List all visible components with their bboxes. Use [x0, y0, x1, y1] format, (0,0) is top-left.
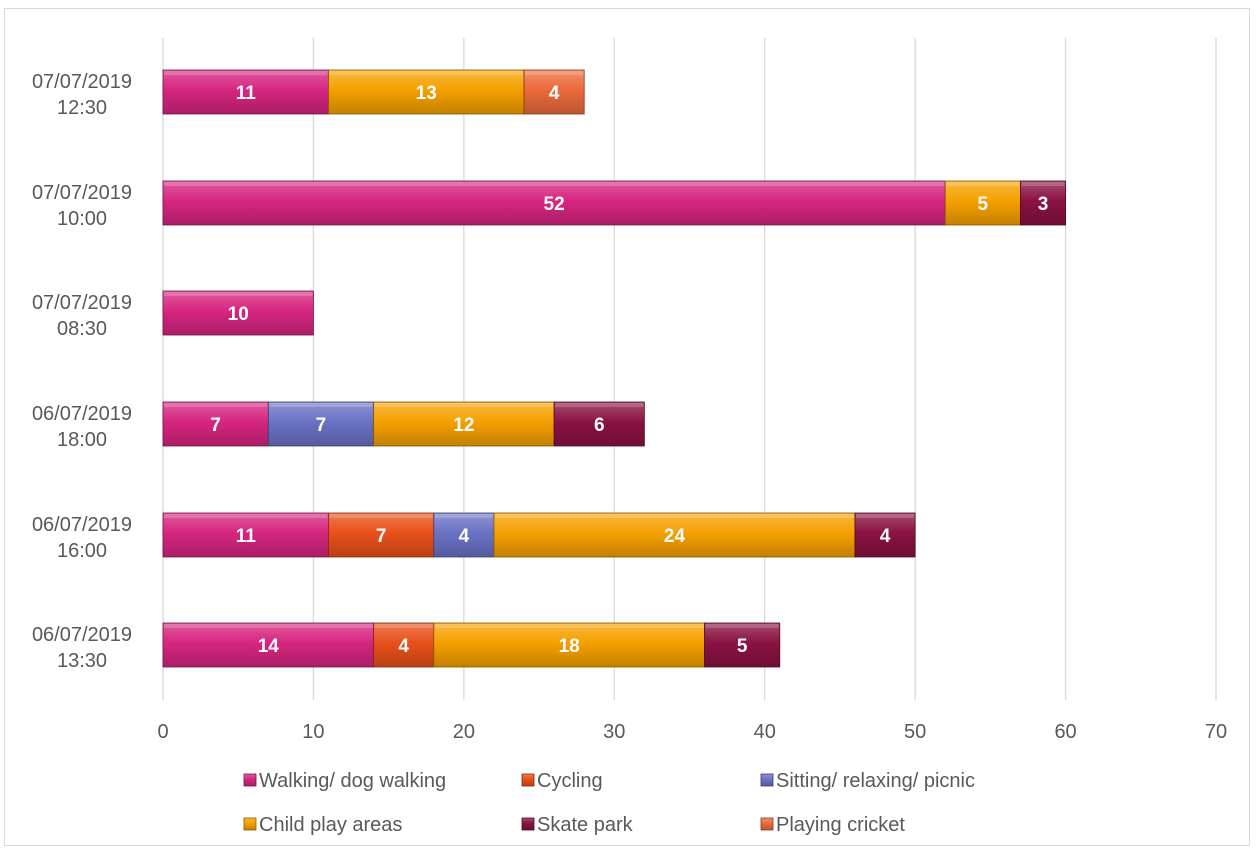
category-label: 07/07/2019 12:30	[32, 71, 132, 119]
legend-swatch	[243, 773, 257, 787]
bar-highlight	[164, 514, 328, 518]
data-label: 4	[398, 636, 409, 657]
bar-highlight	[164, 403, 268, 407]
legend-swatch	[243, 817, 257, 831]
bar-highlight	[164, 624, 373, 628]
bar-highlight	[434, 624, 704, 628]
data-label: 4	[549, 83, 560, 104]
legend-swatch	[760, 773, 774, 787]
bar-highlight	[164, 182, 945, 186]
legend-label: Skate park	[537, 814, 634, 836]
bar-highlight	[855, 514, 915, 518]
bar-highlight	[434, 514, 493, 518]
bars	[162, 69, 1066, 668]
category-label: 06/07/2019 16:00	[32, 514, 132, 562]
bar-segment	[267, 401, 374, 447]
legend-label: Cycling	[537, 770, 603, 792]
bar-highlight	[705, 624, 779, 628]
bar-segment	[433, 512, 495, 558]
data-label: 11	[236, 83, 257, 104]
legend-swatch	[760, 817, 774, 831]
bar-highlight	[525, 71, 584, 75]
data-label: 5	[978, 194, 989, 215]
bar-highlight	[374, 624, 433, 628]
legend-label: Playing cricket	[776, 814, 905, 836]
bar-highlight	[555, 403, 644, 407]
legend-label: Child play areas	[259, 814, 402, 836]
data-label: 3	[1038, 194, 1049, 215]
legend-label: Walking/ dog walking	[259, 770, 446, 792]
legend: Walking/ dog walking Cycling Sitting/ rela…	[243, 770, 975, 836]
bar-segment	[944, 180, 1021, 226]
data-label: 24	[664, 526, 686, 547]
data-label: 7	[210, 415, 221, 436]
data-label: 11	[236, 526, 257, 547]
x-tick-label: 50	[904, 721, 926, 743]
bar-segment	[162, 290, 314, 336]
legend-swatch	[521, 817, 535, 831]
bar-segment	[523, 69, 585, 115]
category-axis: 07/07/2019 12:30 07/07/2019 10:00 07/07/2019…	[32, 71, 132, 672]
bar-highlight	[946, 182, 1020, 186]
bar-segment	[1020, 180, 1066, 226]
data-label: 12	[453, 415, 474, 436]
gridlines	[162, 38, 1217, 700]
data-label: 4	[880, 526, 891, 547]
data-labels: 11 13 4 52 5 3 10 7 7 12 6 11 7 4 24 4 14 4 18 5	[210, 83, 1048, 657]
bar-segment	[493, 512, 856, 558]
x-tick-label: 20	[453, 721, 475, 743]
bar-segment	[433, 622, 705, 668]
data-label: 13	[416, 83, 437, 104]
bar-segment	[162, 69, 329, 115]
x-tick-label: 70	[1205, 721, 1227, 743]
bar-highlight	[329, 514, 433, 518]
data-label: 52	[544, 194, 565, 215]
data-label: 10	[228, 304, 249, 325]
legend-label: Sitting/ relaxing/ picnic	[776, 770, 975, 792]
bar-segment	[328, 512, 435, 558]
bar-segment	[553, 401, 645, 447]
category-label: 06/07/2019 13:30	[32, 624, 132, 672]
data-label: 6	[594, 415, 605, 436]
x-tick-label: 60	[1054, 721, 1076, 743]
x-tick-label: 0	[157, 721, 168, 743]
bar-highlight	[164, 292, 313, 296]
value-axis: 0 10 20 30 40 50 60 70	[157, 721, 1227, 743]
data-label: 18	[559, 636, 580, 657]
legend-swatch	[521, 773, 535, 787]
data-label: 7	[376, 526, 387, 547]
bar-segment	[373, 622, 435, 668]
bar-highlight	[329, 71, 524, 75]
bar-segment	[162, 622, 375, 668]
x-tick-label: 30	[603, 721, 625, 743]
bar-segment	[373, 401, 555, 447]
bar-highlight	[374, 403, 554, 407]
x-tick-label: 10	[302, 721, 324, 743]
bar-segment	[328, 69, 525, 115]
bar-segment	[854, 512, 916, 558]
bar-segment	[162, 180, 946, 226]
x-tick-label: 40	[754, 721, 776, 743]
category-label: 07/07/2019 10:00	[32, 182, 132, 230]
bar-segment	[162, 401, 269, 447]
bar-segment	[162, 512, 329, 558]
bar-highlight	[164, 71, 328, 75]
bar-segment	[704, 622, 781, 668]
category-label: 06/07/2019 18:00	[32, 403, 132, 451]
bar-highlight	[494, 514, 854, 518]
category-label: 07/07/2019 08:30	[32, 292, 132, 340]
data-label: 14	[258, 636, 280, 657]
data-label: 4	[459, 526, 470, 547]
bar-highlight	[1021, 182, 1065, 186]
data-label: 7	[316, 415, 327, 436]
data-label: 5	[737, 636, 748, 657]
bar-highlight	[269, 403, 373, 407]
